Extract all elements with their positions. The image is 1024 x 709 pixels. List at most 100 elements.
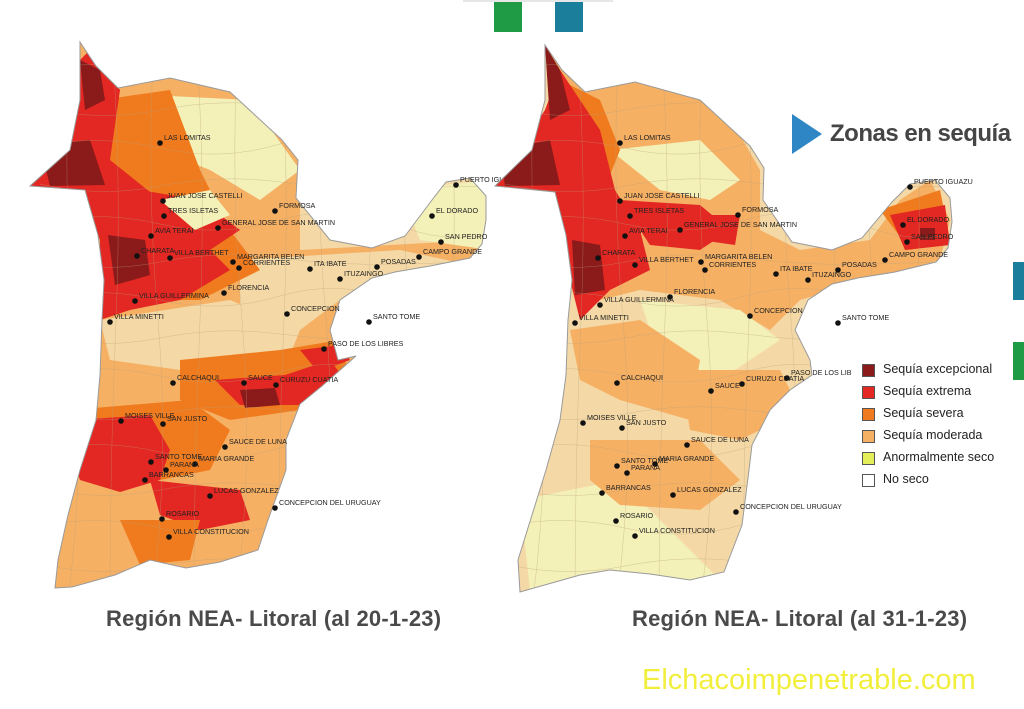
city-marker: VILLA GUILLERMINA <box>597 295 674 308</box>
city-label: CONCEPCION DEL URUGUAY <box>279 498 381 507</box>
city-label: SANTO TOME <box>621 456 668 465</box>
drought-zone-exceptional <box>572 240 605 295</box>
city-label: EL DORADO <box>907 215 949 224</box>
city-marker: VILLA MINETTI <box>572 313 629 326</box>
city-marker: PASO DE LOS LIBRES <box>321 339 404 352</box>
city-label: PASO DE LOS LIBRES <box>328 339 404 348</box>
city-label: MARIA GRANDE <box>199 454 254 463</box>
city-label: CHARATA <box>141 246 174 255</box>
top-divider-line <box>463 0 613 2</box>
city-marker: GENERAL JOSE DE SAN MARTIN <box>677 220 797 233</box>
city-dot <box>429 213 435 219</box>
city-label: FORMOSA <box>742 205 779 214</box>
city-label: ITUZAINGO <box>344 269 384 278</box>
city-dot <box>907 184 913 190</box>
city-dot <box>835 320 841 326</box>
legend-item: Sequía excepcional <box>862 360 1022 382</box>
city-label: LAS LOMITAS <box>164 133 211 142</box>
drought-zone-abnormal <box>520 480 720 590</box>
city-marker: SANTO TOME <box>366 312 420 325</box>
city-label: TRES ISLETAS <box>168 206 218 215</box>
city-marker: CALCHAQUI <box>614 373 663 386</box>
city-label: SANTO TOME <box>155 452 202 461</box>
city-dot <box>160 198 166 204</box>
city-dot <box>572 320 578 326</box>
legend-item: Sequía extrema <box>862 382 1022 404</box>
city-label: SAN PEDRO <box>445 232 488 241</box>
city-dot <box>374 264 380 270</box>
city-dot <box>366 319 372 325</box>
city-dot <box>805 277 811 283</box>
city-dot <box>118 418 124 424</box>
city-dot <box>784 375 790 381</box>
city-label: MOISES VILLE <box>587 413 637 422</box>
city-marker: TRES ISLETAS <box>161 206 218 219</box>
legend-label: Sequía moderada <box>883 428 983 442</box>
city-label: CORRIENTES <box>709 260 756 269</box>
city-dot <box>632 262 638 268</box>
city-marker: EL DORADO <box>900 215 949 228</box>
legend-item: No seco <box>862 470 1022 492</box>
city-marker: CALCHAQUI <box>170 373 219 386</box>
city-marker: MOISES VILLE <box>580 413 637 426</box>
city-label: MOISES VILLE <box>125 411 175 420</box>
drought-legend: Sequía excepcional Sequía extrema Sequía s… <box>862 360 1022 492</box>
city-marker: SAUCE <box>241 373 273 386</box>
drought-zone-exceptional <box>80 60 105 110</box>
city-marker: LAS LOMITAS <box>617 133 671 146</box>
city-dot <box>580 420 586 426</box>
city-marker: CAMPO GRANDE <box>882 250 948 263</box>
city-marker: ITA IBATE <box>773 264 813 277</box>
region-outline <box>493 43 953 593</box>
drought-zone-exceptional <box>920 228 935 240</box>
city-dot <box>159 516 165 522</box>
city-label: VILLA CONSTITUCION <box>173 527 249 536</box>
city-label: AVIA TERAI <box>155 226 193 235</box>
city-marker: JUAN JOSE CASTELLI <box>617 191 700 204</box>
city-dot <box>614 380 620 386</box>
city-label: SANTO TOME <box>373 312 420 321</box>
city-marker: CONCEPCION DEL URUGUAY <box>733 502 842 515</box>
city-dot <box>627 213 633 219</box>
city-label: CONCEPCION DEL URUGUAY <box>740 502 842 511</box>
drought-zone-exceptional <box>108 235 150 285</box>
city-dot <box>599 490 605 496</box>
city-dot <box>739 381 745 387</box>
city-label: VILLA GUILLERMINA <box>604 295 674 304</box>
city-dot <box>735 212 741 218</box>
city-label: CALCHAQUI <box>621 373 663 382</box>
city-marker: TRES ISLETAS <box>627 206 684 219</box>
city-label: MARGARITA BELEN <box>705 252 772 261</box>
city-dot <box>221 290 227 296</box>
legend-item: Sequía moderada <box>862 426 1022 448</box>
city-dot <box>307 266 313 272</box>
city-marker: ITUZAINGO <box>805 270 852 283</box>
city-label: ITA IBATE <box>314 259 347 268</box>
city-marker: CORRIENTES <box>236 258 290 271</box>
city-label: CURUZU CUATIA <box>280 375 338 384</box>
city-dot <box>148 233 154 239</box>
city-marker: BARRANCAS <box>142 470 194 483</box>
city-markers: LAS LOMITAS JUAN JOSE CASTELLI FORMOSA TRES… <box>107 133 519 540</box>
city-marker: CHARATA <box>134 246 174 259</box>
drought-zone-moderate <box>570 320 700 420</box>
city-label: PASO DE LOS LIB <box>791 368 852 377</box>
city-label: MARIA GRANDE <box>659 454 714 463</box>
city-dot <box>161 213 167 219</box>
city-marker: AVIA TERAI <box>148 226 193 239</box>
city-dot <box>107 319 113 325</box>
city-dot <box>904 239 910 245</box>
city-marker: LUCAS GONZALEZ <box>207 486 279 499</box>
city-dot <box>207 493 213 499</box>
city-marker: ITA IBATE <box>307 259 347 272</box>
city-marker: SAUCE DE LUNA <box>222 437 287 450</box>
city-dot <box>747 313 753 319</box>
triangle-arrow-icon <box>792 114 822 154</box>
city-label: POSADAS <box>381 257 416 266</box>
city-label: CAMPO GRANDE <box>889 250 948 259</box>
city-label: JUAN JOSE CASTELLI <box>167 191 243 200</box>
city-dot <box>157 140 163 146</box>
city-marker: VILLA CONSTITUCION <box>166 527 249 540</box>
city-dot <box>733 509 739 515</box>
legend-swatch <box>862 386 875 399</box>
